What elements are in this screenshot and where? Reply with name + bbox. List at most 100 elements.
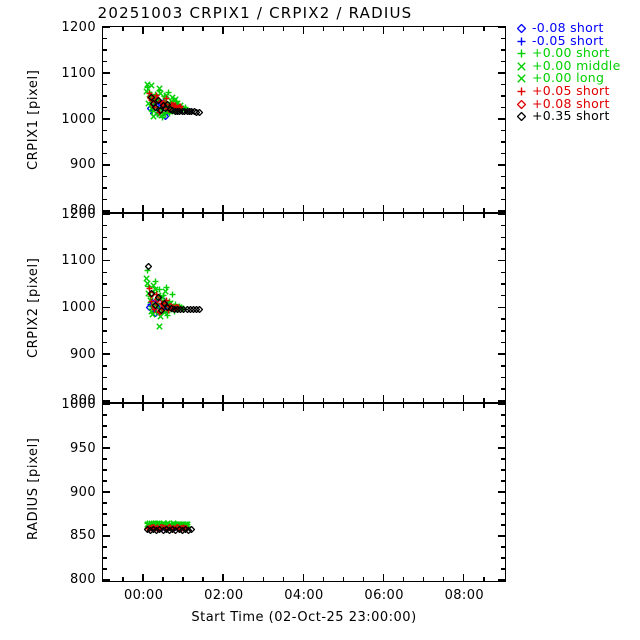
data-point: [153, 96, 160, 111]
data-point: [169, 517, 178, 532]
y-tick-minor-right: [501, 152, 505, 155]
data-point: [148, 512, 155, 527]
data-point: [172, 297, 179, 312]
data-point: [145, 513, 152, 528]
data-point: [173, 90, 180, 105]
x-tick-minor: [182, 398, 184, 402]
data-point: [144, 76, 151, 91]
data-point: [168, 296, 175, 311]
x-tick-major: [222, 205, 224, 212]
data-point: [175, 296, 183, 312]
x-tick-major-top: [302, 214, 305, 221]
x-tick-minor-top: [362, 27, 365, 31]
data-point: [144, 517, 151, 532]
data-point: [161, 291, 168, 306]
data-point: [176, 96, 184, 111]
data-point: [151, 513, 158, 528]
data-point: [174, 92, 181, 107]
data-point: [148, 291, 157, 307]
data-point: [176, 295, 183, 310]
data-point: [178, 296, 185, 311]
data-point: [184, 513, 191, 528]
x-tick-major-top: [302, 27, 305, 34]
data-point: [165, 81, 172, 96]
plot-panel-radius: [102, 403, 506, 582]
y-tick-label: 900: [69, 484, 96, 500]
data-point: [149, 93, 158, 109]
data-point: [190, 100, 199, 116]
legend-label: +0.05 short: [532, 82, 610, 98]
data-point: [161, 517, 170, 532]
data-point: [158, 91, 165, 106]
data-point: [147, 289, 154, 304]
data-point: [160, 512, 168, 527]
data-point: [164, 304, 171, 319]
y-tick-minor: [103, 425, 107, 427]
data-point: [146, 82, 153, 97]
x-tick-minor-top: [262, 27, 265, 31]
data-point: [159, 286, 166, 301]
y-tick-major: [103, 535, 110, 537]
data-point: [170, 513, 177, 528]
data-point: [149, 518, 158, 534]
data-point: [175, 96, 184, 112]
data-point: [167, 297, 176, 313]
x-tick-minor-top: [182, 27, 184, 31]
data-point: [180, 97, 187, 112]
y-tick-minor-right: [501, 330, 505, 332]
x-tick-major-top: [382, 404, 385, 411]
y-tick-major: [103, 72, 110, 74]
x-tick-minor-top: [282, 214, 285, 218]
data-point: [169, 283, 176, 298]
y-tick-minor: [103, 414, 107, 416]
y-tick-label: 1000: [61, 396, 96, 412]
legend-item-2: +0.00 short: [516, 47, 640, 60]
data-point: [170, 296, 177, 311]
data-point: [163, 293, 171, 308]
y-tick-minor-right: [501, 414, 505, 416]
data-point: [150, 281, 157, 296]
data-point: [196, 298, 204, 314]
data-point: [174, 296, 181, 311]
x-tick-major: [462, 574, 465, 581]
data-point: [169, 515, 176, 530]
y-tick-minor-right: [501, 198, 505, 201]
x-tick-minor-top: [122, 404, 124, 408]
x-tick-major-top: [222, 27, 224, 34]
legend-label: -0.05 short: [532, 32, 604, 48]
data-point: [153, 301, 160, 316]
x-tick-minor: [162, 398, 164, 402]
data-point: [151, 88, 158, 103]
y-tick-minor: [103, 436, 107, 438]
data-point: [162, 89, 169, 104]
x-tick-minor-top: [262, 404, 265, 408]
y-tick-major-right: [498, 27, 505, 28]
y-tick-major-right: [498, 214, 505, 215]
data-point: [167, 91, 174, 106]
data-point: [173, 298, 182, 314]
y-tick-major-right: [498, 259, 505, 262]
y-tick-minor-right: [501, 175, 505, 178]
plot-panel-crpix2: [102, 213, 506, 403]
y-tick-label: 950: [69, 440, 96, 456]
y-tick-minor-right: [501, 224, 505, 227]
data-point: [153, 512, 160, 527]
y-tick-major: [103, 579, 110, 581]
data-point: [181, 517, 190, 532]
x-tick-minor: [422, 208, 425, 212]
data-point: [148, 99, 155, 114]
x-tick-minor: [122, 398, 124, 402]
legend-marker-icon: [516, 22, 529, 35]
data-point: [172, 296, 181, 312]
x-tick-major-top: [142, 404, 144, 411]
data-point: [165, 299, 172, 314]
y-tick-major-right: [498, 491, 505, 493]
legend-marker-icon: [516, 85, 529, 98]
x-tick-minor-top: [342, 27, 345, 31]
data-point: [156, 99, 165, 115]
x-tick-minor: [342, 208, 345, 212]
data-point: [154, 286, 163, 302]
x-tick-minor-top: [422, 214, 425, 218]
data-point: [174, 513, 181, 528]
data-point: [179, 98, 186, 113]
